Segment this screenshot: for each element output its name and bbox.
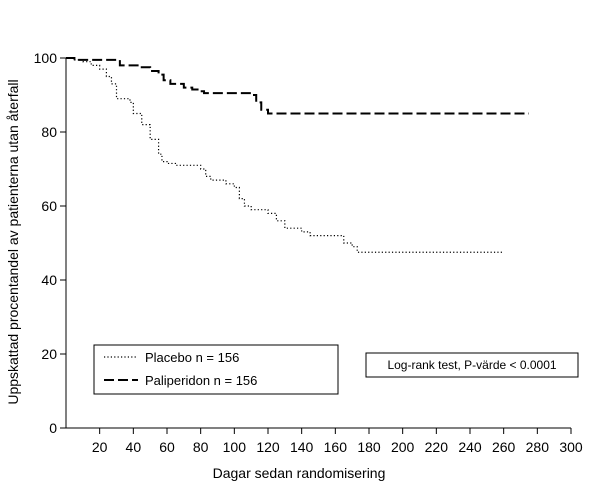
x-tick-label: 60 xyxy=(159,439,175,455)
series-lines xyxy=(66,57,529,253)
y-tick-label: 60 xyxy=(41,198,57,214)
x-tick-label: 20 xyxy=(92,439,108,455)
y-tick-label: 80 xyxy=(41,124,57,140)
legend-box xyxy=(93,344,339,395)
y-axis-label: Uppskattad procentandel av patienterna u… xyxy=(5,79,21,404)
x-tick-label: 120 xyxy=(256,439,280,455)
stat-box xyxy=(365,352,579,378)
x-tick-label: 80 xyxy=(193,439,209,455)
x-tick-label: 280 xyxy=(526,439,550,455)
x-tick-label: 260 xyxy=(492,439,516,455)
ticks: 20 40 60 80 100 120 140 160 180 200 220 240 260 280 30… xyxy=(34,50,583,455)
stat-text: Log-rank test, P-värde < 0.0001 xyxy=(387,358,556,372)
stat-annotation: Log-rank test, P-värde < 0.0001 xyxy=(365,352,579,378)
series-line-placebo xyxy=(66,57,504,253)
y-tick-label: 0 xyxy=(49,420,57,436)
x-tick-label: 160 xyxy=(324,439,348,455)
x-axis-label: Dagar sedan randomisering xyxy=(213,465,386,481)
axes xyxy=(65,58,571,429)
x-tick-label: 240 xyxy=(458,439,482,455)
x-tick-label: 100 xyxy=(223,439,247,455)
y-tick-label: 100 xyxy=(34,50,58,66)
x-tick-label: 220 xyxy=(425,439,449,455)
x-tick-label: 180 xyxy=(357,439,381,455)
series-line-paliperidon xyxy=(66,57,529,115)
legend-label-placebo: Placebo n = 156 xyxy=(145,350,239,365)
x-tick-label: 200 xyxy=(391,439,415,455)
x-tick-label: 140 xyxy=(290,439,314,455)
y-tick-label: 40 xyxy=(41,272,57,288)
legend: Placebo n = 156 Paliperidon n = 156 xyxy=(93,344,339,395)
x-tick-label: 40 xyxy=(126,439,142,455)
y-tick-label: 20 xyxy=(41,346,57,362)
x-tick-label: 300 xyxy=(559,439,583,455)
legend-label-paliperidon: Paliperidon n = 156 xyxy=(145,373,257,388)
